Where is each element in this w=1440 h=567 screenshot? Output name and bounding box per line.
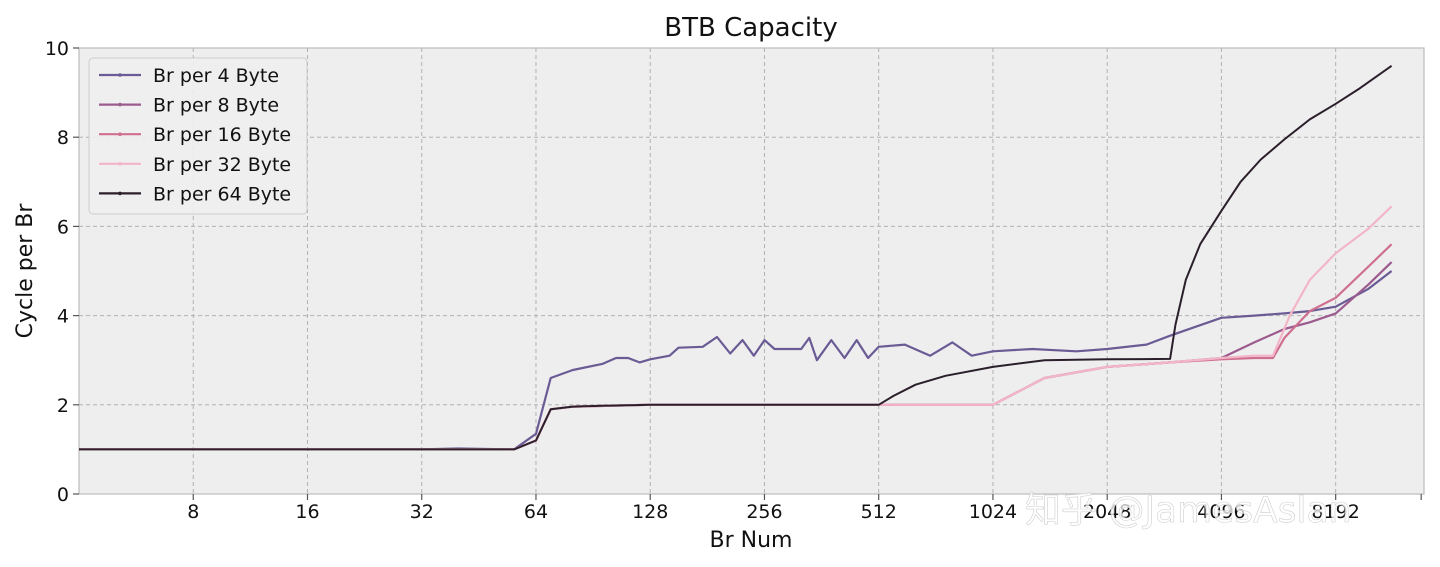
x-tick-label: 8192: [1311, 501, 1359, 523]
x-tick-label: 512: [861, 501, 897, 523]
legend-entry: Br per 64 Byte: [153, 183, 291, 205]
x-tick-label: 16: [295, 501, 319, 523]
x-axis-ticks: 8 16 32 64 128 256 512 1024 2048 4096 8192: [187, 494, 1422, 523]
legend-box: [88, 57, 308, 215]
legend-marker: [118, 132, 122, 136]
x-tick-label: 256: [746, 501, 782, 523]
y-tick-label: 6: [57, 216, 69, 238]
chart-title: BTB Capacity: [664, 13, 837, 43]
grid: [79, 48, 1424, 494]
x-tick-label: 64: [524, 501, 548, 523]
x-tick-label: 128: [632, 501, 668, 523]
y-tick-label: 2: [57, 395, 69, 417]
series-lines: [79, 64, 1393, 451]
legend-marker: [118, 191, 122, 196]
y-tick-label: 8: [57, 127, 69, 149]
legend-entry: Br per 8 Byte: [153, 95, 279, 117]
y-axis-label: Cycle per Br: [13, 203, 38, 339]
x-tick-label: 8: [187, 501, 199, 523]
legend-marker: [118, 102, 122, 107]
legend-marker: [118, 162, 122, 166]
legend: Br per 4 Byte Br per 8 Byte Br per 16 Byte…: [88, 57, 308, 215]
legend-entry: Br per 16 Byte: [153, 124, 291, 146]
x-tick-label: 32: [410, 501, 434, 523]
series-line-5: [79, 64, 1393, 451]
x-axis-label: Br Num: [710, 528, 793, 553]
y-tick-label: 0: [57, 484, 69, 506]
x-tick-label: 2048: [1083, 501, 1131, 523]
x-tick-label: 4096: [1197, 501, 1245, 523]
y-tick-label: 4: [57, 306, 69, 328]
series-line-1: [79, 270, 1393, 451]
legend-entry: Br per 32 Byte: [153, 154, 291, 176]
watermark-text: 知乎 @JamesAslan: [1025, 490, 1351, 531]
y-tick-label: 10: [45, 38, 69, 60]
legend-entry: Br per 4 Byte: [153, 65, 279, 87]
x-tick-label: 1024: [969, 501, 1017, 523]
legend-marker: [118, 73, 122, 77]
y-axis-ticks: 0 2 4 6 8 10: [45, 38, 79, 506]
